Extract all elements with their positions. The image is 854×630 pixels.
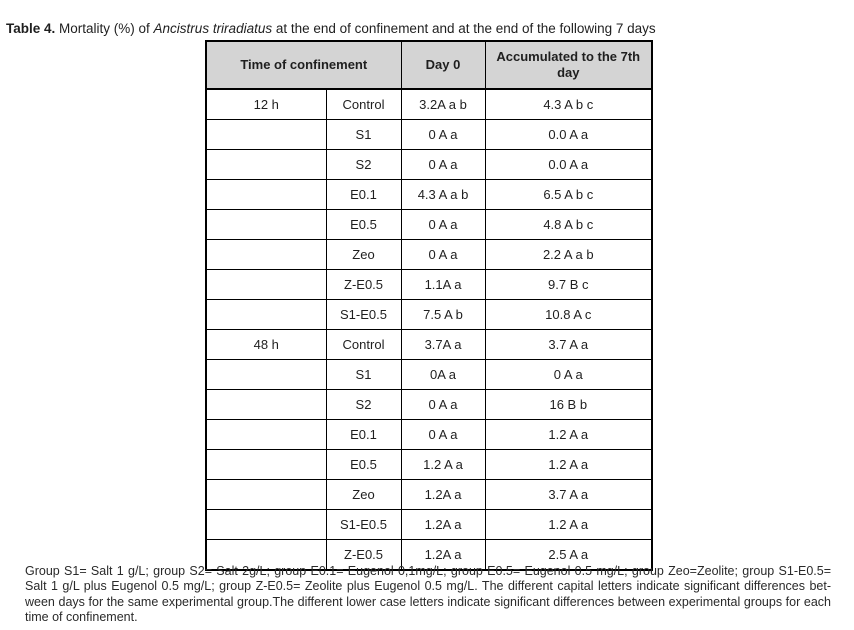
cell-accumulated: 1.2 A a <box>484 449 653 480</box>
cell-accumulated: 4.3 A b c <box>484 88 653 120</box>
cell-day0: 3.7A a <box>400 329 486 360</box>
cell-time <box>205 179 327 210</box>
cell-accumulated: 0.0 A a <box>484 119 653 150</box>
cell-day0: 0 A a <box>400 119 486 150</box>
cell-group: S2 <box>325 389 402 420</box>
cell-time: 48 h <box>205 329 327 360</box>
table-row: S2 0 A a 16 B b <box>205 389 653 420</box>
cell-day0: 1.2A a <box>400 509 486 540</box>
table-body: 12 h Control 3.2A a b 4.3 A b c S1 0 A a… <box>205 88 653 571</box>
cell-accumulated: 1.2 A a <box>484 509 653 540</box>
table-row: S1-E0.5 1.2A a 1.2 A a <box>205 509 653 540</box>
cell-accumulated: 2.5 A a <box>484 539 653 571</box>
cell-time: 12 h <box>205 88 327 120</box>
cell-time <box>205 419 327 450</box>
table-caption-label: Table 4. <box>6 20 56 36</box>
header-time-of-confinement: Time of confinement <box>205 40 402 90</box>
header-day0: Day 0 <box>400 40 486 90</box>
table-row: E0.5 1.2 A a 1.2 A a <box>205 449 653 480</box>
mortality-table: Time of confinement Day 0 Accumulated to… <box>205 40 654 571</box>
cell-day0: 1.2 A a <box>400 449 486 480</box>
cell-day0: 1.1A a <box>400 269 486 300</box>
table-row: 48 h Control 3.7A a 3.7 A a <box>205 329 653 360</box>
cell-group: S1 <box>325 119 402 150</box>
cell-day0: 4.3 A a b <box>400 179 486 210</box>
table-row: 12 h Control 3.2A a b 4.3 A b c <box>205 88 653 120</box>
table-row: E0.1 4.3 A a b 6.5 A b c <box>205 179 653 210</box>
table-row: S1 0A a 0 A a <box>205 359 653 390</box>
cell-time <box>205 539 327 571</box>
cell-accumulated: 3.7 A a <box>484 329 653 360</box>
table-header: Time of confinement Day 0 Accumulated to… <box>205 40 653 90</box>
cell-day0: 1.2A a <box>400 479 486 510</box>
cell-group: Zeo <box>325 239 402 270</box>
cell-time <box>205 509 327 540</box>
table-row: S2 0 A a 0.0 A a <box>205 149 653 180</box>
cell-time <box>205 239 327 270</box>
cell-accumulated: 0 A a <box>484 359 653 390</box>
table-row: S1 0 A a 0.0 A a <box>205 119 653 150</box>
cell-accumulated: 3.7 A a <box>484 479 653 510</box>
table-caption-species: Ancistrus triradiatus <box>153 20 273 36</box>
cell-group: S2 <box>325 149 402 180</box>
cell-day0: 0 A a <box>400 209 486 240</box>
cell-accumulated: 1.2 A a <box>484 419 653 450</box>
footnote-line-4: time of confinement. <box>25 609 138 624</box>
cell-group: Z-E0.5 <box>325 269 402 300</box>
cell-time <box>205 269 327 300</box>
footnote-line-3: ween days for the same experimental grou… <box>25 594 831 609</box>
cell-time <box>205 119 327 150</box>
table-row: S1-E0.5 7.5 A b 10.8 A c <box>205 299 653 330</box>
cell-day0: 0 A a <box>400 389 486 420</box>
table-row: Zeo 0 A a 2.2 A a b <box>205 239 653 270</box>
cell-group: Z-E0.5 <box>325 539 402 571</box>
table-caption-text-1: Mortality (%) of <box>55 20 154 36</box>
table-row: E0.1 0 A a 1.2 A a <box>205 419 653 450</box>
cell-day0: 1.2A a <box>400 539 486 571</box>
footnote-line-1: Group S1= Salt 1 g/L; group S2= Salt 2g/… <box>25 564 831 578</box>
table-footnote: Group S1= Salt 1 g/L; group S2= Salt 2g/… <box>25 564 831 625</box>
cell-group: E0.1 <box>325 419 402 450</box>
footnote-line-2: Salt 1 g/L plus Eugenol 0.5 mg/L; group … <box>25 579 831 594</box>
cell-day0: 7.5 A b <box>400 299 486 330</box>
cell-day0: 0 A a <box>400 419 486 450</box>
table-caption: Table 4. Mortality (%) of Ancistrus trir… <box>6 20 656 38</box>
cell-time <box>205 299 327 330</box>
cell-time <box>205 149 327 180</box>
header-accumulated: Accumulated to the 7th day <box>484 40 653 90</box>
cell-accumulated: 0.0 A a <box>484 149 653 180</box>
cell-time <box>205 389 327 420</box>
cell-group: Control <box>325 329 402 360</box>
table-row: Z-E0.5 1.2A a 2.5 A a <box>205 539 653 571</box>
cell-group: E0.5 <box>325 449 402 480</box>
cell-time <box>205 209 327 240</box>
table-row: Z-E0.5 1.1A a 9.7 B c <box>205 269 653 300</box>
cell-accumulated: 2.2 A a b <box>484 239 653 270</box>
cell-group: E0.1 <box>325 179 402 210</box>
cell-accumulated: 9.7 B c <box>484 269 653 300</box>
cell-time <box>205 479 327 510</box>
cell-group: S1-E0.5 <box>325 299 402 330</box>
cell-accumulated: 6.5 A b c <box>484 179 653 210</box>
cell-accumulated: 4.8 A b c <box>484 209 653 240</box>
cell-group: S1 <box>325 359 402 390</box>
cell-time <box>205 359 327 390</box>
cell-day0: 0A a <box>400 359 486 390</box>
table-caption-text-2: at the end of confinement and at the end… <box>272 20 656 36</box>
cell-group: E0.5 <box>325 209 402 240</box>
cell-group: Control <box>325 88 402 120</box>
cell-day0: 3.2A a b <box>400 88 486 120</box>
cell-group: S1-E0.5 <box>325 509 402 540</box>
table-row: Zeo 1.2A a 3.7 A a <box>205 479 653 510</box>
cell-accumulated: 10.8 A c <box>484 299 653 330</box>
table-row: E0.5 0 A a 4.8 A b c <box>205 209 653 240</box>
cell-day0: 0 A a <box>400 149 486 180</box>
cell-group: Zeo <box>325 479 402 510</box>
cell-time <box>205 449 327 480</box>
header-row: Time of confinement Day 0 Accumulated to… <box>205 40 653 90</box>
cell-accumulated: 16 B b <box>484 389 653 420</box>
cell-day0: 0 A a <box>400 239 486 270</box>
